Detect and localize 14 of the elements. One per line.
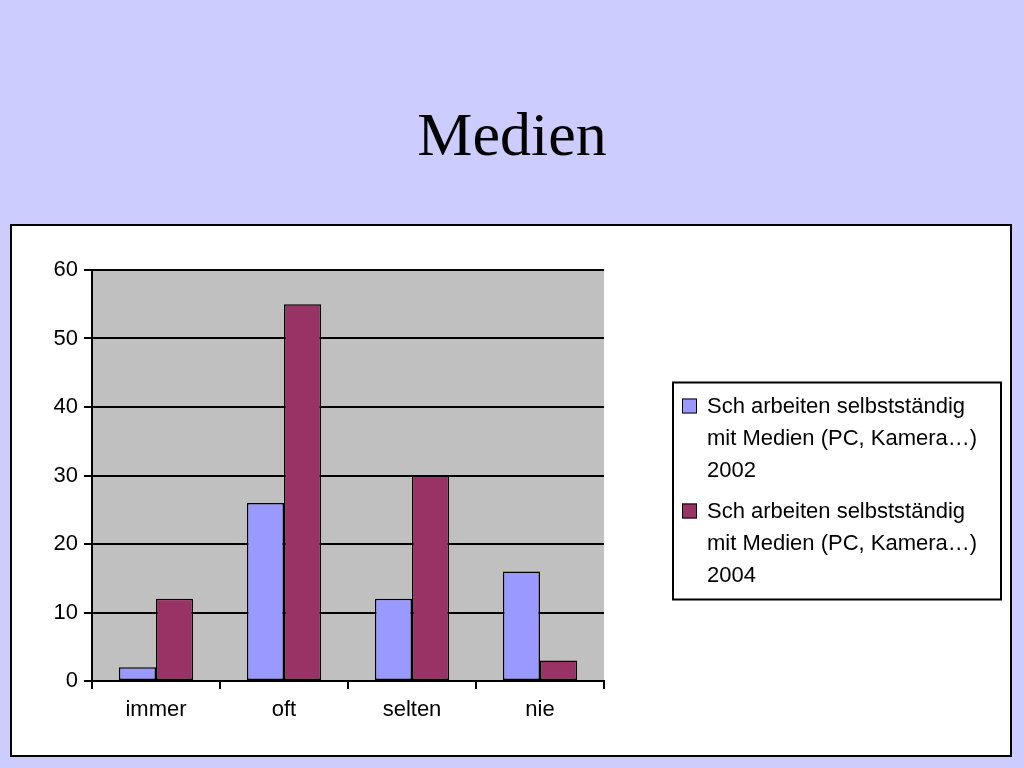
y-tick-label: 20 — [53, 530, 78, 556]
chart-title: Medien — [416, 100, 608, 168]
x-tick-label: nie — [525, 696, 555, 722]
y-tick-label: 60 — [53, 256, 78, 282]
x-tick-label: selten — [382, 696, 442, 722]
y-tick-label: 50 — [53, 324, 78, 350]
legend-label: Sch arbeiten selbstständig mit Medien (PC, Kamera…) 2004 — [707, 496, 979, 588]
x-tick-label: oft — [271, 696, 297, 722]
y-tick-label: 10 — [53, 598, 78, 624]
x-tick-label: immer — [125, 696, 187, 722]
legend-label: Sch arbeiten selbstständig mit Medien (PC, Kamera…) 2002 — [707, 391, 979, 483]
y-tick-label: 40 — [53, 393, 78, 419]
y-tick-label: 0 — [65, 667, 78, 693]
y-tick-label: 30 — [53, 461, 78, 487]
